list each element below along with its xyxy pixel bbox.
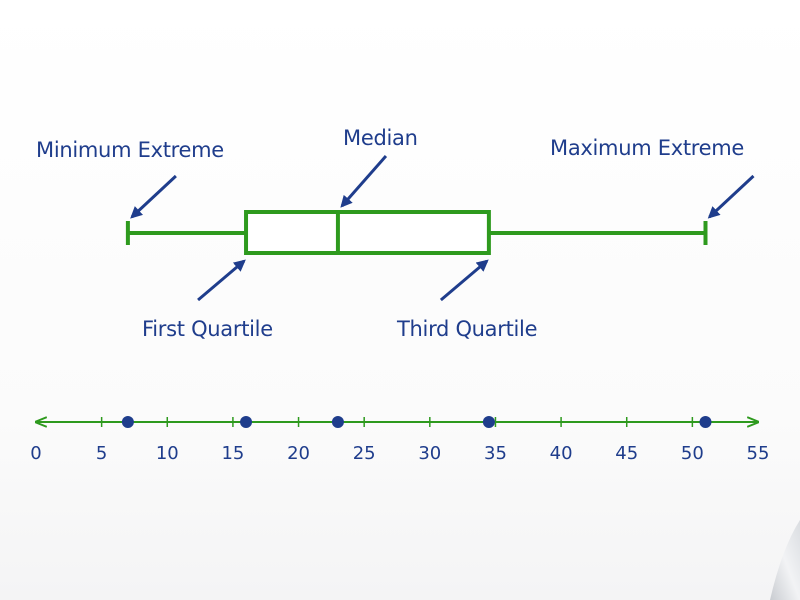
tick-label-0: 0 xyxy=(30,443,41,464)
data-points xyxy=(121,416,712,428)
number-line: 0 5 10 15 20 25 30 35 40 45 50 55 xyxy=(30,416,769,464)
annotation-arrows xyxy=(130,155,755,302)
first-quartile-label: First Quartile xyxy=(142,317,273,341)
number-line-tick-labels: 0 5 10 15 20 25 30 35 40 45 50 55 xyxy=(30,443,769,464)
data-point-4 xyxy=(482,416,495,428)
tick-label-25: 25 xyxy=(353,443,376,464)
data-point-3 xyxy=(331,416,344,428)
tick-label-40: 40 xyxy=(550,443,573,464)
third-quartile-arrow xyxy=(439,259,489,302)
tick-label-15: 15 xyxy=(221,443,244,464)
tick-label-45: 45 xyxy=(615,443,638,464)
box-plot xyxy=(125,210,708,255)
number-line-ticks xyxy=(100,417,694,427)
tick-label-50: 50 xyxy=(681,443,704,464)
minimum-arrow xyxy=(130,174,177,219)
maximum-arrow xyxy=(707,174,755,219)
tick-label-20: 20 xyxy=(287,443,310,464)
data-point-1 xyxy=(121,416,134,428)
third-quartile-label: Third Quartile xyxy=(396,317,537,341)
tick-label-35: 35 xyxy=(484,443,507,464)
tick-label-55: 55 xyxy=(747,443,770,464)
median-label: Median xyxy=(343,126,418,150)
minimum-extreme-label: Minimum Extreme xyxy=(36,138,224,162)
data-point-5 xyxy=(699,416,712,428)
first-quartile-arrow xyxy=(197,259,246,302)
maximum-extreme-label: Maximum Extreme xyxy=(550,136,744,160)
tick-label-10: 10 xyxy=(156,443,179,464)
median-arrow xyxy=(340,155,388,208)
interquartile-box xyxy=(244,210,491,255)
tick-label-30: 30 xyxy=(418,443,441,464)
tick-label-5: 5 xyxy=(96,443,107,464)
data-point-2 xyxy=(240,416,253,428)
